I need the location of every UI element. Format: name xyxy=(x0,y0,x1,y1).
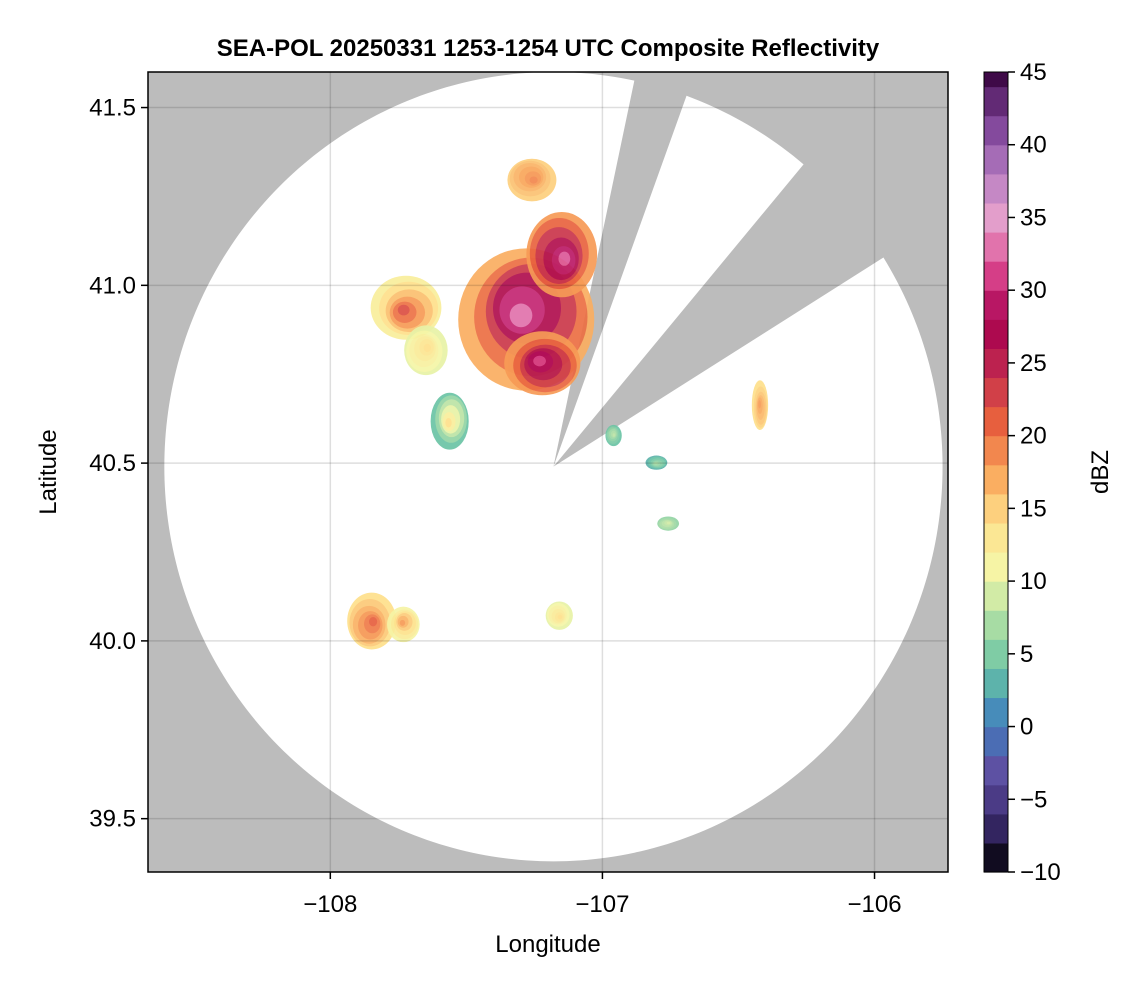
echo-region xyxy=(370,275,442,340)
colorbar-segment xyxy=(984,552,1008,582)
colorbar-segment xyxy=(984,755,1008,786)
x-axis-ticks: −108 −107 −106 xyxy=(303,872,902,918)
echo-level xyxy=(666,521,671,525)
y-tick-label: 41.5 xyxy=(89,95,136,122)
colorbar: −10 −5 0 5 10 15 20 25 30 35 40 45 xyxy=(983,59,1061,886)
colorbar-segment xyxy=(984,435,1008,466)
colorbar-segment xyxy=(984,697,1008,728)
colorbar-segment xyxy=(984,639,1008,669)
colorbar-segment xyxy=(984,784,1008,815)
x-tick-label: −108 xyxy=(303,891,357,918)
echo-region xyxy=(605,424,622,447)
y-tick-label: 40.0 xyxy=(89,628,136,655)
echo-level xyxy=(612,433,616,437)
colorbar-segment xyxy=(984,842,1008,873)
colorbar-segment xyxy=(984,522,1008,553)
echo-region xyxy=(645,455,668,470)
colorbar-segment xyxy=(984,144,1008,175)
colorbar-segment xyxy=(984,726,1008,757)
echo-region xyxy=(545,601,573,630)
echo-level xyxy=(529,176,538,184)
colorbar-segment xyxy=(984,464,1008,495)
colorbar-tick-label: 5 xyxy=(1020,641,1033,668)
colorbar-segment xyxy=(984,232,1008,262)
colorbar-segment xyxy=(984,493,1008,524)
colorbar-tick-label: 30 xyxy=(1020,277,1047,304)
colorbar-segment xyxy=(984,86,1008,117)
echo-region xyxy=(430,392,469,450)
echo-level xyxy=(558,251,571,266)
echo-region xyxy=(404,325,448,376)
x-tick-label: −107 xyxy=(575,891,629,918)
colorbar-segment xyxy=(984,202,1008,233)
colorbar-segment xyxy=(984,348,1008,379)
y-axis-ticks: 39.5 40.0 40.5 41.0 41.5 xyxy=(89,95,148,833)
echo-level xyxy=(758,400,761,409)
reflectivity-echoes xyxy=(347,158,769,650)
colorbar-tick-label: 0 xyxy=(1020,714,1033,741)
y-tick-label: 41.0 xyxy=(89,272,136,299)
y-tick-label: 39.5 xyxy=(89,806,136,833)
colorbar-segment xyxy=(984,668,1008,699)
grid-lines xyxy=(148,72,948,872)
colorbar-segment xyxy=(984,610,1008,640)
echo-level xyxy=(654,462,658,465)
echo-region xyxy=(347,592,397,650)
colorbar-tick-label: 20 xyxy=(1020,423,1047,450)
plot-frame xyxy=(147,71,949,873)
echo-region xyxy=(507,158,557,202)
echo-region xyxy=(751,380,769,431)
colorbar-segment xyxy=(984,406,1008,437)
colorbar-tick-label: 45 xyxy=(1020,59,1047,86)
echo-level xyxy=(557,614,563,620)
colorbar-segment xyxy=(984,115,1008,146)
colorbar-segment xyxy=(984,290,1008,320)
echo-region xyxy=(657,516,680,531)
colorbar-tick-label: 10 xyxy=(1020,568,1047,595)
radar-coverage-area xyxy=(164,72,943,862)
x-tick-label: −106 xyxy=(847,891,901,918)
echo-level xyxy=(399,619,406,626)
colorbar-segment xyxy=(984,377,1008,408)
y-tick-label: 40.5 xyxy=(89,450,136,477)
x-axis-label: Longitude xyxy=(495,931,600,958)
echo-level xyxy=(533,355,546,367)
colorbar-segment xyxy=(984,173,1008,204)
colorbar-label: dBZ xyxy=(1087,450,1114,494)
colorbar-tick-label: −5 xyxy=(1020,786,1047,813)
colorbar-tick-label: 25 xyxy=(1020,350,1047,377)
colorbar-tick-label: 15 xyxy=(1020,495,1047,522)
echo-level xyxy=(397,304,410,316)
echo-level xyxy=(445,417,452,428)
y-axis-label: Latitude xyxy=(35,429,62,514)
colorbar-tick-label: 35 xyxy=(1020,204,1047,231)
colorbar-segment xyxy=(984,72,1008,88)
colorbar-segment xyxy=(984,319,1008,349)
colorbar-segment xyxy=(984,261,1008,291)
echo-region xyxy=(504,331,581,396)
echo-region xyxy=(387,606,420,643)
echo-level xyxy=(423,343,431,353)
colorbar-tick-label: 40 xyxy=(1020,132,1047,159)
echo-level xyxy=(509,303,533,328)
colorbar-segment xyxy=(984,813,1008,844)
echo-level xyxy=(369,616,378,627)
colorbar-segment xyxy=(984,581,1008,611)
colorbar-tick-label: −10 xyxy=(1020,859,1061,886)
chart-title: SEA-POL 20250331 1253-1254 UTC Composite… xyxy=(217,35,880,62)
plot-area: −108 −107 −106 39.5 40.0 40.5 41.0 41.5 xyxy=(89,71,949,918)
colorbar-frame xyxy=(983,71,1009,873)
echo-region xyxy=(526,211,598,298)
